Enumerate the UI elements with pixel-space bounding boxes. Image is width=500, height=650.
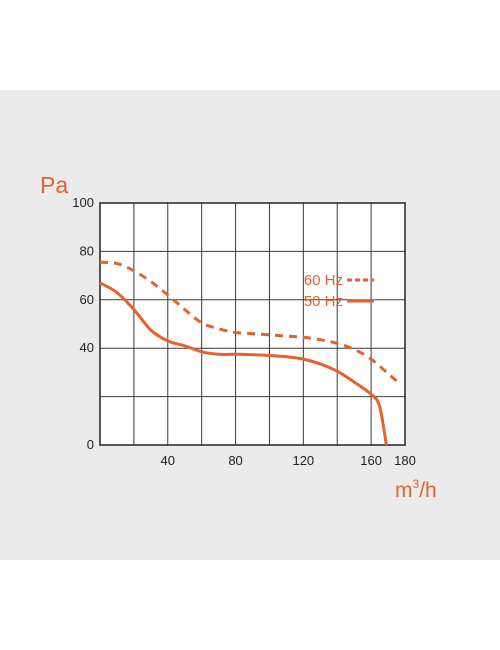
fan-curve-chart: Pa m3/h 0 40 60 80 100 40 80 120 160 180 60 Hz 50 H… (40, 172, 437, 502)
x-tick-label: 40 (161, 453, 175, 468)
y-tick-label: 80 (80, 243, 94, 258)
x-tick-label: 160 (360, 453, 382, 468)
chart-panel: Pa m3/h 0 40 60 80 100 40 80 120 160 180 60 Hz 50 H… (0, 90, 500, 560)
y-axis-label: Pa (40, 172, 68, 198)
x-axis-label-base: m (395, 479, 413, 502)
legend-label: 50 Hz (304, 293, 343, 310)
x-axis-label-tail: /h (419, 479, 437, 502)
x-axis-label: m3/h (395, 477, 437, 502)
y-tick-label: 60 (80, 292, 94, 307)
x-tick-label: 80 (228, 453, 242, 468)
y-tick-label: 100 (72, 195, 94, 210)
plot-area (100, 203, 405, 445)
x-tick-label: 120 (292, 453, 314, 468)
plot-frame (99, 202, 406, 446)
x-tick-label: 180 (394, 453, 416, 468)
legend-label: 60 Hz (304, 272, 343, 289)
y-tick-label: 0 (87, 437, 94, 452)
series-line-60-hz (99, 260, 398, 383)
x-axis-label-sup: 3 (413, 477, 420, 491)
series-line-50-hz (99, 281, 388, 446)
y-tick-label: 40 (80, 340, 94, 355)
